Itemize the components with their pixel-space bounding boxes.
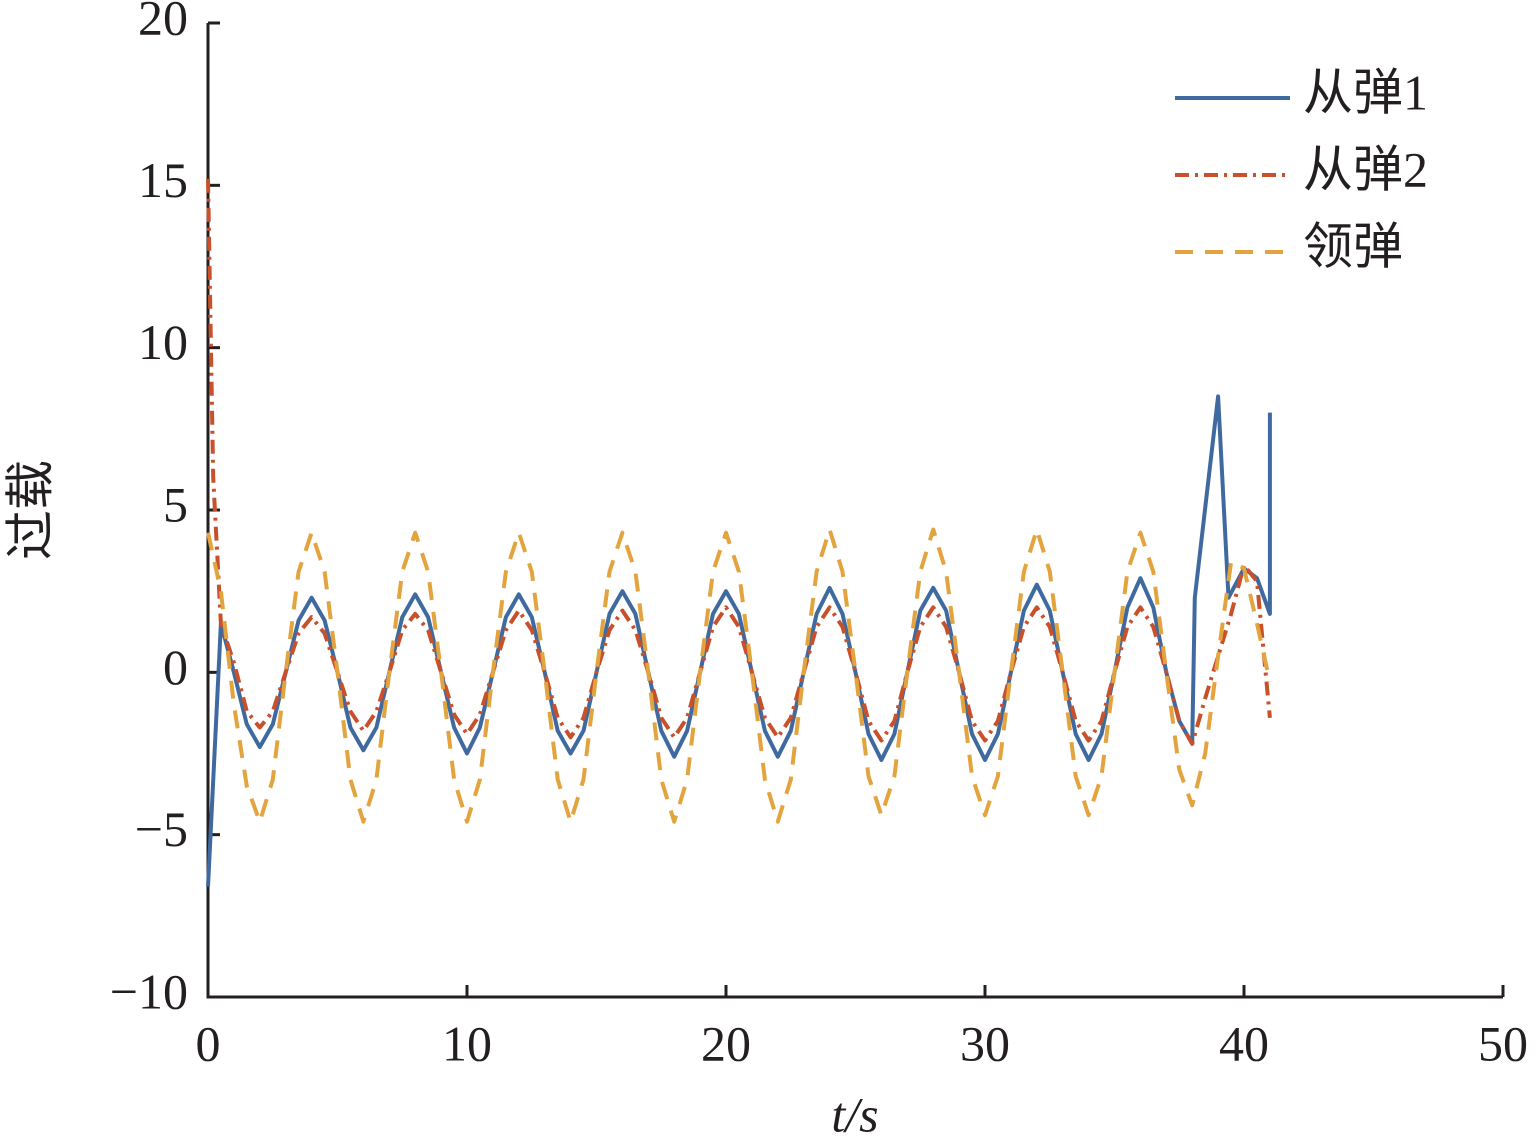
legend-label: 从弹2 [1303,141,1428,197]
x-tick-label: 20 [701,1015,751,1071]
y-tick-label: 20 [138,0,188,45]
x-tick-label: 0 [196,1015,221,1071]
y-tick-label: −10 [110,963,188,1019]
x-axis-label: t/s [831,1086,878,1142]
y-tick-label: 0 [163,639,188,695]
x-tick-label: 50 [1478,1015,1528,1071]
series-line [206,527,1272,824]
y-axis-label: 过载 [2,460,58,560]
x-tick-label: 30 [960,1015,1010,1071]
series-line [206,178,1272,746]
x-tick-label: 10 [442,1015,492,1071]
series-line [206,394,1272,887]
y-tick-label: 10 [138,314,188,370]
legend-label: 领弹 [1303,218,1403,274]
x-tick-label: 40 [1219,1015,1269,1071]
legend-label: 从弹1 [1303,64,1428,120]
y-tick-label: 5 [163,476,188,532]
y-tick-label: −5 [135,801,188,857]
y-tick-label: 15 [138,152,188,208]
